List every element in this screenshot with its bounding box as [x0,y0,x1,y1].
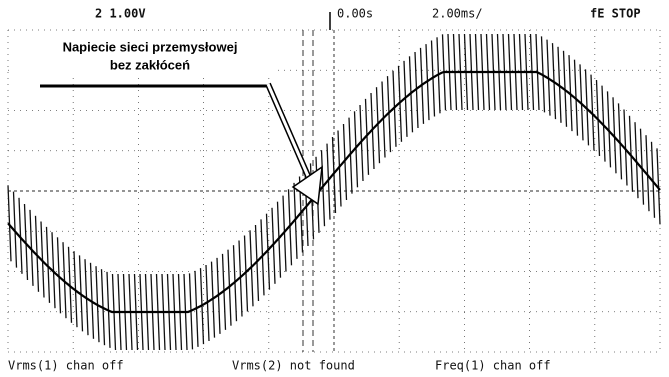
time-base: 2.00ms/ [432,7,483,21]
run-status: fE STOP [590,7,641,21]
footer-right: Freq(1) chan off [435,359,551,373]
footer-middle: Vrms(2) not found [232,359,355,373]
oscilloscope-screen: 2 1.00V 0.00s 2.00ms/ fE STOP Napiecie s… [0,0,669,373]
channel-scale: 2 1.00V [95,7,146,21]
annotation-line1: Napiecie sieci przemysłowej [63,39,238,54]
footer-left: Vrms(1) chan off [8,359,124,373]
pointer-shaft-inner [268,84,308,176]
annotation-line2: bez zakłóceń [110,57,190,72]
time-offset: 0.00s [337,7,373,21]
